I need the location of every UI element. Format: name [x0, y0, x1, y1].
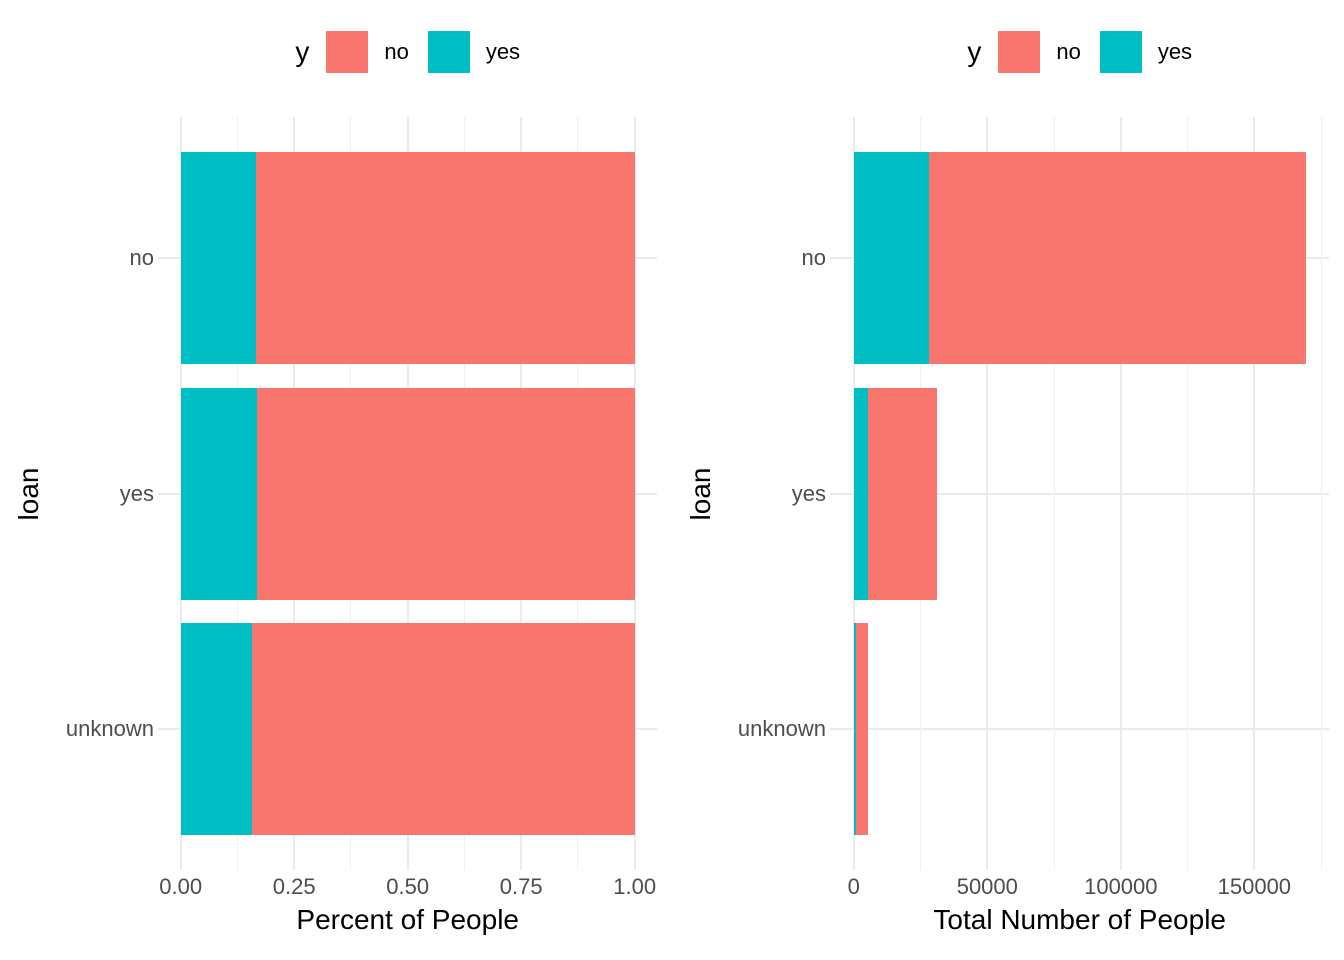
x-tick-label: 150000: [1217, 874, 1292, 899]
legend-swatch-yes: [1099, 30, 1142, 73]
legend-label: yes: [1157, 38, 1193, 64]
y-category-label-yes: yes: [791, 480, 826, 506]
y-category-label-yes: yes: [119, 480, 154, 506]
x-tick-label: 50000: [956, 874, 1018, 899]
total-number-of-people-chart: 0 50000 100000 150000 no yes unknown Total Numb…: [672, 0, 1344, 960]
legend-title: y: [967, 35, 982, 67]
x-tick-label: 0.25: [272, 874, 316, 899]
legend-entry-no: no: [998, 30, 1081, 73]
bar-unknown-yes: [180, 623, 252, 835]
bar-unknown-yes: [853, 623, 857, 835]
percent-of-people-chart: 0.00 0.25 0.50 0.75 1.00 no yes unknown Percent …: [13, 30, 658, 935]
bar-no-no: [255, 152, 635, 364]
y-axis-title: loan: [685, 467, 716, 520]
bar-unknown-no: [251, 623, 635, 835]
gridline-horizontal-major: [830, 492, 1330, 495]
legend-label: no: [1056, 38, 1081, 64]
bar-yes-no: [256, 387, 635, 600]
x-axis-title: Total Number of People: [933, 904, 1226, 935]
legend-swatch-yes: [427, 30, 470, 73]
x-tick-label: 100000: [1084, 874, 1158, 899]
bar-yes-no: [867, 387, 938, 600]
y-category-label-unknown: unknown: [737, 716, 826, 741]
legend: y no yes: [158, 30, 657, 73]
x-axis-title: Percent of People: [296, 904, 519, 935]
y-category-label-unknown: unknown: [65, 716, 154, 741]
gridline-horizontal-major: [830, 728, 1330, 730]
legend-label: no: [384, 38, 409, 64]
x-tick-label: 0.50: [386, 874, 430, 899]
x-tick-label: 0.75: [499, 874, 543, 899]
bar-no-no: [928, 152, 1307, 364]
legend-title: y: [295, 35, 310, 67]
legend-swatch-no: [998, 30, 1041, 73]
bar-yes-yes: [180, 387, 257, 600]
bar-no-yes: [180, 152, 256, 364]
legend-label: yes: [485, 38, 521, 64]
legend-entry-yes: yes: [427, 30, 521, 73]
bar-no-yes: [853, 152, 929, 364]
gridline-vertical-major: [986, 117, 989, 870]
legend: y no yes: [830, 30, 1329, 73]
gridline-vertical-minor: [1320, 117, 1322, 870]
gridline-vertical-major: [1119, 117, 1122, 870]
x-tick-label: 1.00: [613, 874, 657, 899]
bar-unknown-no: [856, 623, 869, 835]
x-tick-label: 0.00: [159, 874, 203, 899]
gridline-vertical-major: [1253, 117, 1256, 870]
x-tick-label: 0: [847, 874, 860, 899]
legend-entry-yes: yes: [1099, 30, 1193, 73]
y-category-label-no: no: [801, 245, 826, 270]
legend-entry-no: no: [326, 30, 409, 73]
bar-yes-yes: [853, 387, 868, 600]
gridline-vertical-major: [633, 117, 636, 870]
gridline-vertical-minor: [1187, 117, 1189, 870]
gridline-vertical-minor: [1053, 117, 1055, 870]
y-category-label-no: no: [129, 245, 154, 270]
y-axis-title: loan: [13, 467, 44, 520]
legend-swatch-no: [326, 30, 369, 73]
